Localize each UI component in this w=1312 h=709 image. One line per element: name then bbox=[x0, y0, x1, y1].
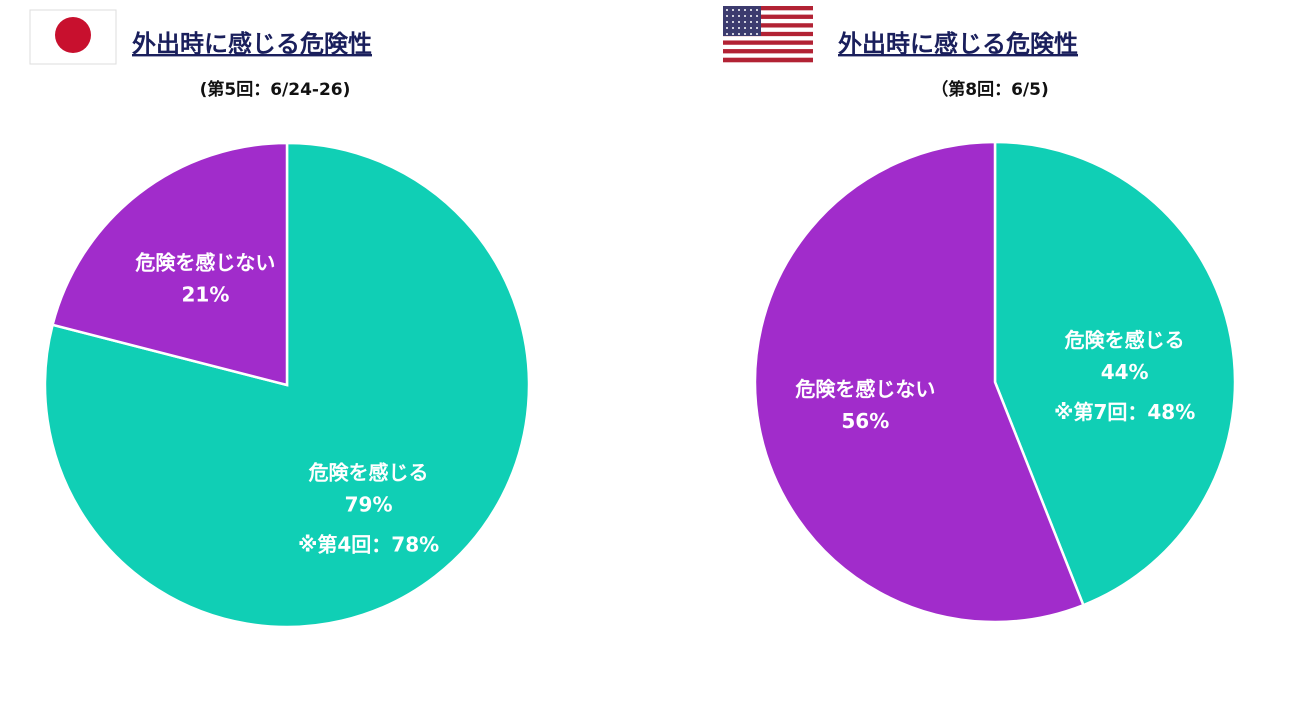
flag-stripe bbox=[723, 31, 813, 37]
flag-star bbox=[732, 21, 734, 23]
flag-star bbox=[744, 33, 746, 35]
flag-star bbox=[744, 27, 746, 29]
flag-star bbox=[750, 9, 752, 11]
flag-star bbox=[738, 21, 740, 23]
us-flag bbox=[723, 6, 813, 63]
flag-star bbox=[756, 21, 758, 23]
flag-stripe bbox=[723, 57, 813, 63]
flag-star bbox=[750, 33, 752, 35]
pie-slice bbox=[753, 140, 1085, 624]
flag-stripe bbox=[723, 23, 813, 28]
flag-star bbox=[726, 27, 728, 29]
flag-stripe bbox=[723, 6, 813, 11]
flag-stripe bbox=[723, 36, 813, 41]
flag-star bbox=[732, 27, 734, 29]
annotation: ※第4回：78% bbox=[298, 533, 439, 557]
flag-stripe bbox=[723, 18, 813, 24]
flag-canton bbox=[723, 6, 761, 36]
flag-star bbox=[726, 21, 728, 23]
flag-star bbox=[744, 9, 746, 11]
flag-star bbox=[738, 9, 740, 11]
flag-stripe bbox=[723, 40, 813, 46]
value-label: 79% bbox=[345, 493, 393, 517]
slice-label: 危険を感じる bbox=[1065, 328, 1185, 352]
chart-subtitle: （第8回：6/5) bbox=[931, 79, 1048, 100]
japan-flag bbox=[29, 9, 117, 65]
flag-star bbox=[738, 27, 740, 29]
flag-star bbox=[750, 27, 752, 29]
flag-star bbox=[756, 9, 758, 11]
flag-star bbox=[744, 15, 746, 17]
flag-stripe bbox=[723, 27, 813, 33]
flag-star bbox=[726, 33, 728, 35]
pie-slice bbox=[51, 141, 289, 387]
slice-label: 危険を感じる bbox=[309, 461, 429, 485]
flag-star bbox=[732, 33, 734, 35]
pie-slice bbox=[993, 140, 1237, 607]
slice-label: 危険を感じない bbox=[135, 250, 275, 274]
chart-title: 外出時に感じる危険性 bbox=[132, 30, 372, 58]
chart-subtitle: (第5回：6/24-26) bbox=[200, 79, 351, 100]
flag-star bbox=[726, 15, 728, 17]
flag-star bbox=[756, 33, 758, 35]
chart-title: 外出時に感じる危険性 bbox=[838, 30, 1078, 58]
flag-star bbox=[750, 15, 752, 17]
value-label: 21% bbox=[181, 282, 229, 306]
slice-label: 危険を感じない bbox=[795, 377, 935, 401]
flag-star bbox=[726, 9, 728, 11]
value-label: 56% bbox=[841, 409, 889, 433]
flag-star bbox=[732, 15, 734, 17]
flag-sun bbox=[55, 17, 91, 53]
flag-star bbox=[732, 9, 734, 11]
annotation: ※第7回：48% bbox=[1054, 400, 1195, 424]
value-label: 44% bbox=[1101, 360, 1149, 384]
flag-star bbox=[744, 21, 746, 23]
flag-stripe bbox=[723, 10, 813, 15]
flag-star bbox=[750, 21, 752, 23]
flag-star bbox=[756, 15, 758, 17]
flag-star bbox=[738, 15, 740, 17]
flag-star bbox=[738, 33, 740, 35]
flag-stripe bbox=[723, 44, 813, 50]
flag-stripe bbox=[723, 14, 813, 20]
flag-stripe bbox=[723, 53, 813, 58]
flag-stripe bbox=[723, 49, 813, 54]
flag-star bbox=[756, 27, 758, 29]
